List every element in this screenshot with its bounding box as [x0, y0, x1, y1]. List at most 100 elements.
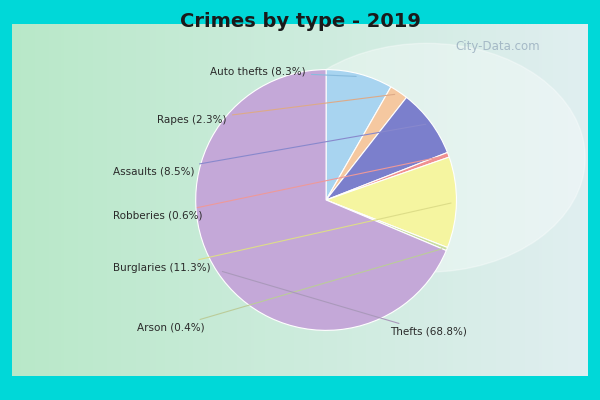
Bar	[139, 24, 142, 376]
Bar	[211, 24, 214, 376]
Bar	[231, 24, 234, 376]
Bar	[142, 24, 145, 376]
Bar	[311, 24, 314, 376]
Bar	[265, 24, 268, 376]
Bar	[372, 24, 375, 376]
Bar	[162, 24, 164, 376]
Bar	[516, 24, 519, 376]
Wedge shape	[326, 200, 448, 250]
Bar	[551, 24, 553, 376]
Bar	[127, 24, 130, 376]
Bar	[476, 24, 479, 376]
Bar	[236, 24, 239, 376]
Bar	[199, 24, 202, 376]
Bar	[436, 24, 438, 376]
Bar	[545, 24, 548, 376]
Bar	[136, 24, 139, 376]
Bar	[113, 24, 116, 376]
Bar	[308, 24, 311, 376]
Bar	[539, 24, 542, 376]
Bar	[430, 24, 433, 376]
Bar	[314, 24, 317, 376]
Bar	[361, 24, 364, 376]
Bar	[58, 24, 61, 376]
Bar	[29, 24, 32, 376]
Bar	[64, 24, 67, 376]
Bar	[337, 24, 340, 376]
Bar	[130, 24, 133, 376]
Bar	[389, 24, 392, 376]
Bar	[277, 24, 280, 376]
Wedge shape	[326, 87, 406, 200]
Bar	[340, 24, 343, 376]
Bar	[577, 24, 580, 376]
Bar	[427, 24, 430, 376]
Bar	[355, 24, 358, 376]
Bar	[23, 24, 26, 376]
Text: Crimes by type - 2019: Crimes by type - 2019	[179, 12, 421, 31]
Text: Arson (0.4%): Arson (0.4%)	[137, 249, 442, 333]
Bar	[159, 24, 162, 376]
Bar	[202, 24, 205, 376]
Bar	[519, 24, 522, 376]
Bar	[559, 24, 562, 376]
Bar	[49, 24, 52, 376]
Bar	[251, 24, 254, 376]
Bar	[415, 24, 418, 376]
Bar	[450, 24, 452, 376]
Bar	[32, 24, 35, 376]
Bar	[208, 24, 211, 376]
Bar	[173, 24, 176, 376]
Bar	[571, 24, 574, 376]
Ellipse shape	[268, 43, 585, 272]
Bar	[156, 24, 159, 376]
Bar	[153, 24, 156, 376]
Bar	[95, 24, 98, 376]
Bar	[580, 24, 582, 376]
Bar	[375, 24, 378, 376]
Bar	[271, 24, 274, 376]
Bar	[455, 24, 458, 376]
Bar	[193, 24, 196, 376]
Bar	[303, 24, 306, 376]
Bar	[409, 24, 412, 376]
Bar	[292, 24, 294, 376]
Bar	[121, 24, 124, 376]
Text: Auto thefts (8.3%): Auto thefts (8.3%)	[211, 67, 356, 77]
Bar	[568, 24, 571, 376]
Bar	[329, 24, 332, 376]
Bar	[481, 24, 484, 376]
Bar	[263, 24, 265, 376]
Bar	[214, 24, 217, 376]
Bar	[496, 24, 499, 376]
Bar	[467, 24, 470, 376]
Bar	[306, 24, 308, 376]
Bar	[323, 24, 326, 376]
Bar	[280, 24, 283, 376]
Bar	[380, 24, 383, 376]
Bar	[268, 24, 271, 376]
Bar	[574, 24, 577, 376]
Text: Rapes (2.3%): Rapes (2.3%)	[157, 94, 395, 125]
Bar	[447, 24, 450, 376]
Bar	[458, 24, 461, 376]
Bar	[452, 24, 455, 376]
Bar	[104, 24, 107, 376]
Bar	[148, 24, 150, 376]
Bar	[401, 24, 404, 376]
Text: Burglaries (11.3%): Burglaries (11.3%)	[113, 203, 451, 273]
Bar	[274, 24, 277, 376]
Bar	[239, 24, 242, 376]
Bar	[164, 24, 167, 376]
Text: Robberies (0.6%): Robberies (0.6%)	[113, 156, 443, 221]
Text: City-Data.com: City-Data.com	[455, 40, 541, 53]
Bar	[398, 24, 401, 376]
Bar	[81, 24, 84, 376]
Bar	[188, 24, 191, 376]
Bar	[383, 24, 386, 376]
Bar	[332, 24, 335, 376]
Bar	[119, 24, 121, 376]
Bar	[513, 24, 516, 376]
Bar	[473, 24, 476, 376]
Bar	[41, 24, 44, 376]
